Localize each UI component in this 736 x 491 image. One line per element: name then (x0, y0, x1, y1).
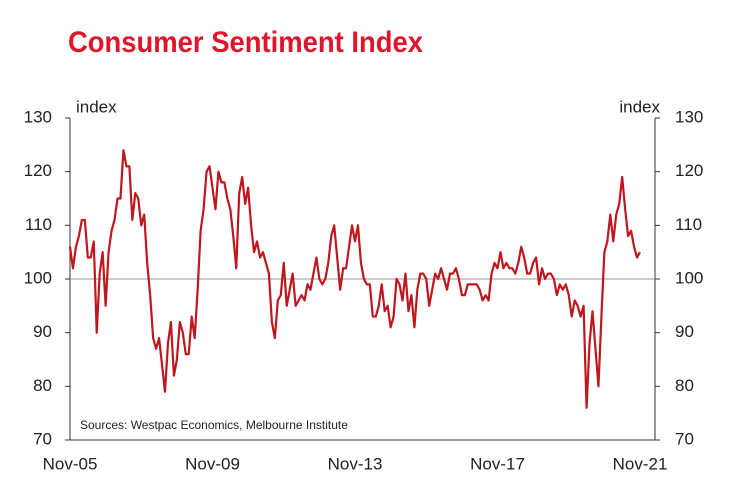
y2-axis-label: index (619, 97, 660, 116)
y2-tick-label: 130 (675, 107, 703, 126)
y-tick-label: 130 (24, 107, 52, 126)
x-tick-label: Nov-21 (613, 454, 668, 473)
source-note: Sources: Westpac Economics, Melbourne In… (80, 418, 348, 432)
y2-tick-label: 100 (675, 268, 703, 287)
y2-tick-label: 90 (675, 322, 694, 341)
y-axis-label: index (76, 97, 117, 116)
y-tick-label: 120 (24, 161, 52, 180)
x-tick-label: Nov-13 (328, 454, 383, 473)
x-tick-label: Nov-05 (43, 454, 98, 473)
y-tick-label: 70 (33, 429, 52, 448)
y2-tick-label: 120 (675, 161, 703, 180)
y2-tick-label: 70 (675, 429, 694, 448)
line-series (68, 149, 641, 409)
x-tick-label: Nov-17 (470, 454, 525, 473)
chart-title: Consumer Sentiment Index (68, 26, 423, 59)
y2-tick-label: 110 (675, 215, 702, 234)
y-tick-label: 100 (24, 268, 52, 287)
y-tick-label: 80 (33, 376, 52, 395)
y-tick-label: 110 (25, 215, 52, 234)
x-tick-label: Nov-09 (185, 454, 240, 473)
y-tick-label: 90 (33, 322, 52, 341)
y2-tick-label: 80 (675, 376, 694, 395)
